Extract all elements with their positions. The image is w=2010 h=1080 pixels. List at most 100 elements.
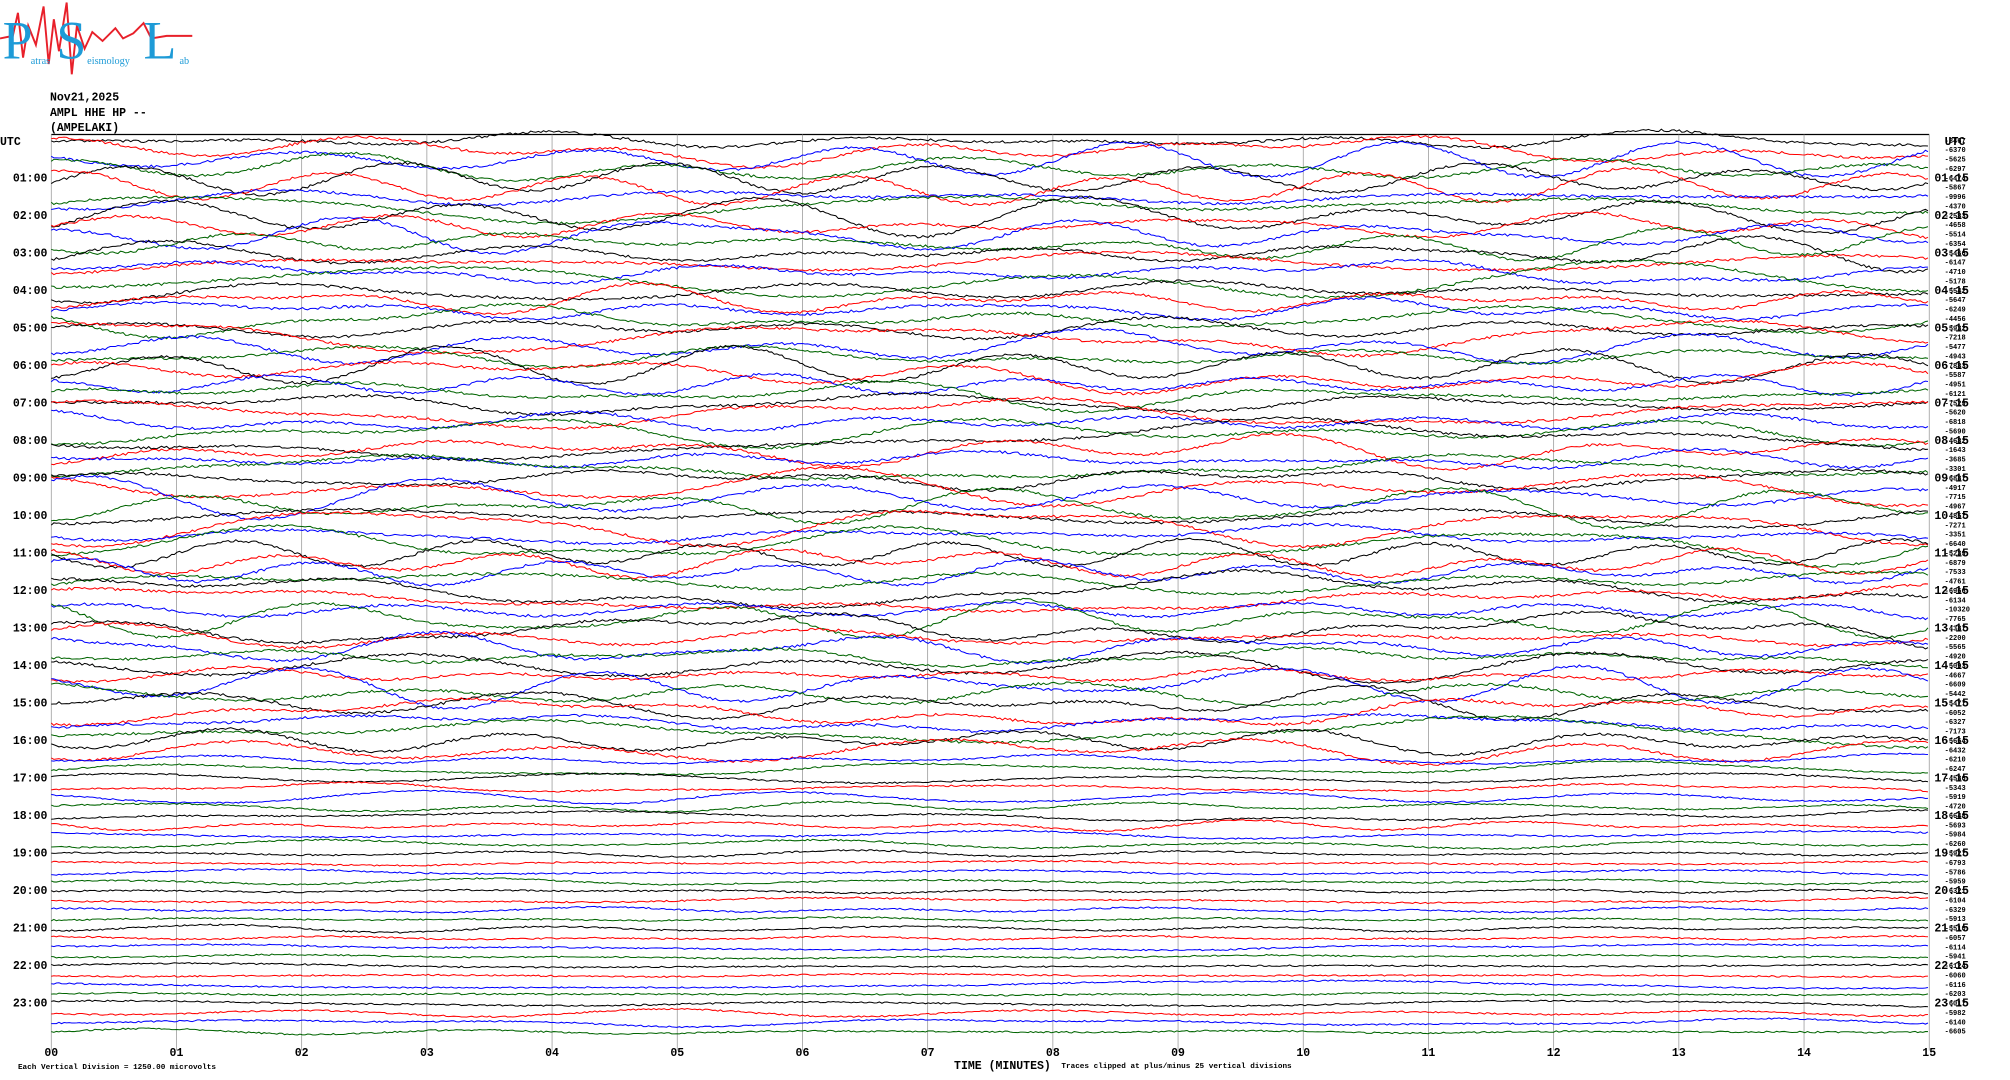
trace — [51, 819, 1929, 832]
left-row-label: 20:00 — [13, 885, 48, 898]
left-row-label: 14:00 — [13, 660, 48, 673]
trace — [51, 468, 1929, 492]
trace-offset-label: -7883 — [1945, 363, 1966, 371]
trace-offset-label: -5913 — [1945, 916, 1966, 924]
trace-offset-label: -6966 — [1945, 588, 1966, 596]
x-tick-label: 09 — [1171, 1047, 1185, 1060]
logo-letter: S — [56, 10, 86, 70]
trace — [50, 296, 1929, 322]
trace — [51, 417, 1929, 450]
trace — [51, 134, 1928, 169]
trace-offset-label: -2200 — [1945, 635, 1966, 643]
logo-wave — [0, 2, 193, 75]
trace — [51, 281, 1929, 316]
trace-offset-label: -6818 — [1945, 419, 1966, 427]
trace-offset-label: -5093 — [1945, 663, 1966, 671]
trace-offset-label: -7533 — [1945, 569, 1966, 577]
left-row-label: 23:00 — [13, 998, 48, 1011]
trace-offset-label: -5510 — [1945, 926, 1966, 934]
trace-offset-label: -5542 — [1945, 288, 1966, 296]
right-row-label: 12:15 — [1934, 585, 1969, 598]
left-row-label: 18:00 — [13, 810, 48, 823]
logo-word: eismology — [87, 56, 131, 67]
left-row-label: 10:00 — [13, 510, 48, 523]
trace — [51, 416, 1928, 462]
trace — [51, 409, 1929, 432]
trace — [51, 800, 1929, 813]
trace-offset-label: -5620 — [1945, 410, 1966, 418]
trace — [50, 327, 1929, 365]
trace — [51, 509, 1929, 549]
right-row-label: 03:15 — [1934, 248, 1969, 261]
x-tick-label: 02 — [295, 1047, 309, 1060]
trace — [51, 315, 1929, 341]
trace-offset-label: -4857 — [1945, 513, 1966, 521]
trace-offset-label: -4943 — [1945, 353, 1966, 361]
trace-offset-label: -6370 — [1945, 147, 1966, 155]
site: (AMPELAKI) — [50, 122, 119, 135]
trace — [51, 344, 1929, 385]
left-row-label: 13:00 — [13, 623, 48, 636]
trace — [51, 646, 1928, 669]
trace-offset-label: -6017 — [1945, 1001, 1966, 1009]
trace-offset-label: -5343 — [1945, 785, 1966, 793]
trace — [51, 760, 1928, 776]
trace-offset-label: -4917 — [1945, 485, 1966, 493]
x-tick-label: 08 — [1046, 1047, 1060, 1060]
right-row-label: 09:15 — [1934, 473, 1969, 486]
channel: AMPL HHE HP -- — [50, 107, 147, 120]
trace — [51, 583, 1929, 613]
trace — [51, 781, 1929, 793]
trace-offset-label: -6140 — [1945, 1019, 1966, 1027]
trace — [51, 466, 1929, 508]
trace — [51, 868, 1928, 877]
trace-offset-label: -5959 — [1945, 879, 1966, 887]
trace — [51, 752, 1928, 765]
trace-offset-label: -6134 — [1945, 597, 1967, 605]
trace-offset-label: -5477 — [1945, 700, 1966, 708]
x-tick-label: 01 — [170, 1047, 184, 1060]
left-row-label: 07:00 — [13, 398, 48, 411]
trace — [51, 916, 1929, 923]
trace-offset-label: -6640 — [1945, 541, 1966, 549]
trace — [51, 772, 1929, 785]
logo-word: ab — [179, 56, 189, 67]
right-row-label: 19:15 — [1934, 848, 1969, 861]
trace-offset-label: -10320 — [1945, 607, 1970, 615]
trace — [51, 727, 1928, 757]
trace — [51, 953, 1929, 960]
trace — [51, 211, 1929, 240]
x-tick-label: 14 — [1797, 1047, 1811, 1060]
left-row-label: 17:00 — [13, 773, 48, 786]
trace-offset-label: -5587 — [1945, 372, 1966, 380]
trace — [51, 972, 1928, 979]
trace-offset-label: -7529 — [1945, 400, 1966, 408]
trace — [50, 621, 1929, 650]
trace — [50, 570, 1929, 596]
left-row-label: 06:00 — [13, 360, 48, 373]
trace-offset-label: -7271 — [1945, 522, 1966, 530]
trace-offset-label: -6060 — [1945, 972, 1966, 980]
trace — [51, 344, 1929, 369]
left-row-label: 21:00 — [13, 923, 48, 936]
trace-offset-label: -4658 — [1945, 222, 1966, 230]
trace-offset-label: -4387 — [1945, 625, 1966, 633]
trace-offset-label: -4951 — [1945, 382, 1966, 390]
trace-offset-label: -4967 — [1945, 504, 1966, 512]
trace-offset-label: -6321 — [1945, 888, 1966, 896]
trace — [51, 547, 1929, 580]
right-row-label: 01:15 — [1934, 172, 1969, 185]
right-row-label: 07:15 — [1934, 398, 1969, 411]
trace — [50, 537, 1929, 569]
trace-offset-label: -6104 — [1945, 897, 1967, 905]
trace — [50, 630, 1929, 665]
x-tick-label: 11 — [1422, 1047, 1436, 1060]
left-row-label: 04:00 — [13, 285, 48, 298]
trace-offset-label: -5477 — [1945, 344, 1966, 352]
trace — [51, 432, 1929, 471]
trace — [50, 697, 1929, 727]
trace-offset-label: -6297 — [1945, 166, 1966, 174]
trace-offset-label: -6887 — [1945, 475, 1966, 483]
logo: P S L atras eismology ab — [0, 2, 193, 75]
trace — [51, 568, 1929, 610]
